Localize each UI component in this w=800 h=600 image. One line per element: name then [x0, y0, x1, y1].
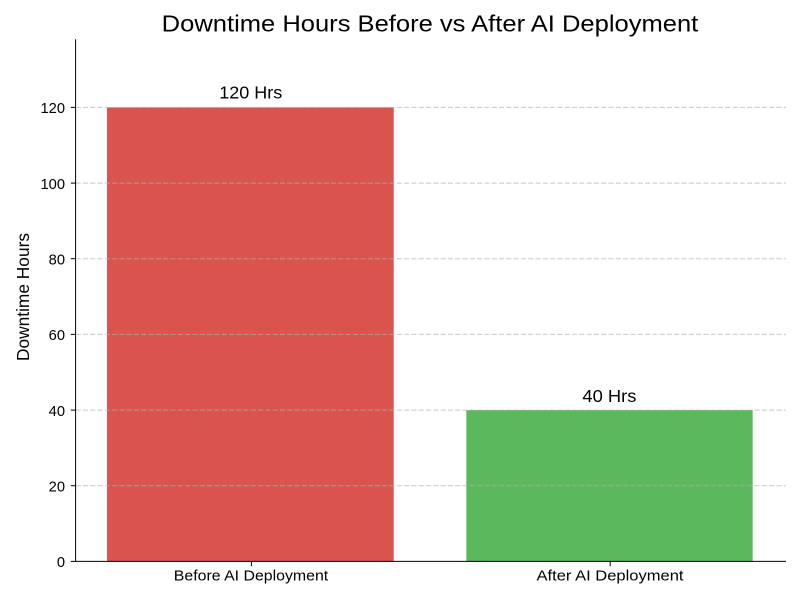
svg-text:Downtime Hours Before vs After: Downtime Hours Before vs After AI Deploy… — [162, 10, 699, 36]
svg-text:100: 100 — [40, 177, 65, 193]
svg-text:120: 120 — [40, 101, 65, 117]
svg-text:40 Hrs: 40 Hrs — [582, 386, 636, 406]
svg-text:120 Hrs: 120 Hrs — [219, 83, 282, 103]
svg-text:40: 40 — [49, 404, 65, 420]
svg-text:80: 80 — [49, 253, 65, 269]
svg-text:0: 0 — [57, 555, 65, 571]
svg-text:Before AI Deployment: Before AI Deployment — [174, 568, 328, 584]
svg-text:Downtime Hours: Downtime Hours — [13, 233, 33, 361]
svg-text:20: 20 — [49, 480, 65, 496]
svg-text:After AI Deployment: After AI Deployment — [537, 568, 684, 584]
svg-text:60: 60 — [49, 328, 65, 344]
